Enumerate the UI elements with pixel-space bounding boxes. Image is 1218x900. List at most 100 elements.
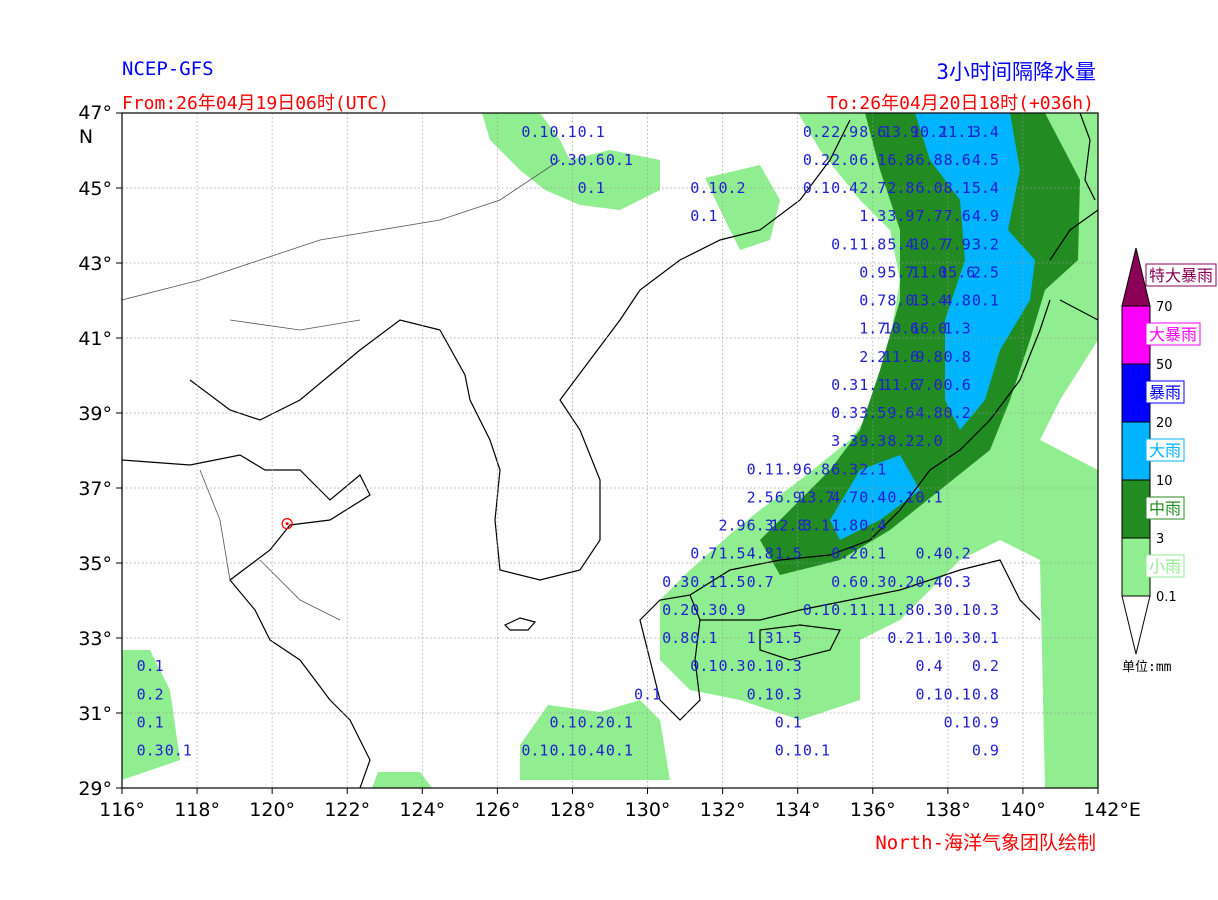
legend-label: 特大暴雨 (1149, 266, 1213, 285)
precip-value: 2.9 (718, 517, 745, 535)
precip-value: 0.1 (165, 742, 192, 760)
legend-tick-label: 3 (1156, 532, 1164, 547)
precip-value: 6.9 (775, 488, 802, 506)
precip-value: 0.8 (944, 348, 971, 366)
precip-value: 0.2 (718, 179, 745, 197)
precip-value: 0.3 (662, 573, 689, 591)
lon-tick-label: 142°E (1083, 799, 1141, 821)
korea-coast (439, 259, 681, 581)
precip-value: 6.8 (887, 151, 914, 169)
precip-value: 7.7 (916, 207, 943, 225)
precip-value: 4.8 (747, 545, 774, 563)
precip-value: 0.8 (662, 629, 689, 647)
precip-value: 11.1 (939, 123, 975, 141)
precip-value: 0.3 (916, 601, 943, 619)
precip-value: 0.2 (662, 601, 689, 619)
russia-coast (679, 119, 851, 261)
precip-value: 1.5 (775, 629, 802, 647)
precip-value: 0.1 (944, 685, 971, 703)
precip-value: 0.6 (578, 151, 605, 169)
precip-value: 0.1 (775, 742, 802, 760)
precip-value: 0.1 (606, 713, 633, 731)
precip-value: 2.2 (859, 348, 886, 366)
precip-value: 0.1 (887, 488, 914, 506)
precip-value: 1.1 (859, 601, 886, 619)
precip-value: 13.9 (883, 123, 919, 141)
precip-value: 8.6 (944, 151, 971, 169)
precip-value: 0.4 (916, 573, 943, 591)
legend-label-box (1145, 554, 1185, 578)
legend-label: 暴雨 (1149, 383, 1181, 402)
precip-value: 8.2 (887, 432, 914, 450)
lat-tick-label: 29° (78, 778, 112, 800)
precip-value: 0.3 (718, 657, 745, 675)
precip-value: 0.1 (747, 657, 774, 675)
station-marker (281, 517, 293, 530)
precip-value: 2.9 (831, 123, 858, 141)
legend-label-box (1145, 380, 1185, 404)
legend-label: 大暴雨 (1149, 325, 1197, 344)
lat-tick-label: 41° (78, 328, 112, 350)
bohai-coast (189, 319, 441, 421)
precip-value: 0.2 (944, 404, 971, 422)
legend-label: 大雨 (1149, 441, 1181, 460)
precip-value: 0.2 (944, 545, 971, 563)
precip-value: 1.1 (916, 629, 943, 647)
precip-value: 11.6 (883, 376, 919, 394)
lat-tick-label: 33° (78, 628, 112, 650)
precip-value: 0.6 (831, 573, 858, 591)
precip-value: 1.5 (718, 545, 745, 563)
lat-tick-label: 31° (78, 703, 112, 725)
precip-value: 9.6 (887, 404, 914, 422)
precip-value: 9.8 (916, 348, 943, 366)
precip-value: 7.6 (944, 207, 971, 225)
legend-tick-label: 70 (1156, 300, 1173, 315)
legend-unit: 单位:mm (1122, 660, 1172, 675)
precip-value: 0.1 (972, 292, 999, 310)
precip-value: 0.1 (803, 742, 830, 760)
precip-value: 3.3 (831, 432, 858, 450)
precip-value: 0.1 (944, 713, 971, 731)
precip-value: 13.7 (798, 488, 834, 506)
precip-value: 0.1 (690, 179, 717, 197)
light-rain-area (520, 700, 670, 780)
valid-to: To:26年04月20日18时(+036h) (826, 93, 1094, 114)
precip-value: 0.3 (944, 573, 971, 591)
precip-value: 0.1 (578, 179, 605, 197)
precip-value: 0.1 (578, 123, 605, 141)
lat-tick-label: 37° (78, 478, 112, 500)
heavy-rain-area (915, 113, 1035, 430)
legend-swatch-empty (1121, 595, 1151, 655)
precip-value: 9.3 (859, 432, 886, 450)
precip-value: 5.4 (972, 179, 999, 197)
lat-tick-label: 39° (78, 403, 112, 425)
precip-value: 0.1 (550, 123, 577, 141)
precip-value: 0.1 (859, 545, 886, 563)
precip-value: 0.3 (775, 685, 802, 703)
lon-tick-label: 120° (249, 799, 295, 821)
precip-value: 10.2 (911, 123, 947, 141)
lat-tick-label: 35° (78, 553, 112, 575)
graticule (122, 113, 1098, 788)
precip-value: 0.8 (972, 685, 999, 703)
light-rain-area (482, 113, 660, 210)
precip-value: 4.8 (916, 404, 943, 422)
province-borders (122, 159, 561, 621)
lon-tick-label: 138° (925, 799, 971, 821)
precip-value: 0.1 (137, 657, 164, 675)
precip-value: 0.7 (859, 292, 886, 310)
legend-swatch (1121, 363, 1151, 423)
precip-value: 4.8 (944, 292, 971, 310)
precip-value: 4.9 (972, 207, 999, 225)
lat-tick-label: 43° (78, 253, 112, 275)
precip-value: 0.7 (747, 573, 774, 591)
lon-tick-label: 124° (399, 799, 445, 821)
precip-value: 0.9 (972, 742, 999, 760)
valid-from: From:26年04月19日06时(UTC) (122, 93, 390, 114)
station-dot (285, 522, 289, 526)
precip-value: 0.2 (831, 545, 858, 563)
precip-value: 0.1 (944, 601, 971, 619)
precip-value: 0.9 (718, 601, 745, 619)
lon-tick-label: 136° (850, 799, 896, 821)
